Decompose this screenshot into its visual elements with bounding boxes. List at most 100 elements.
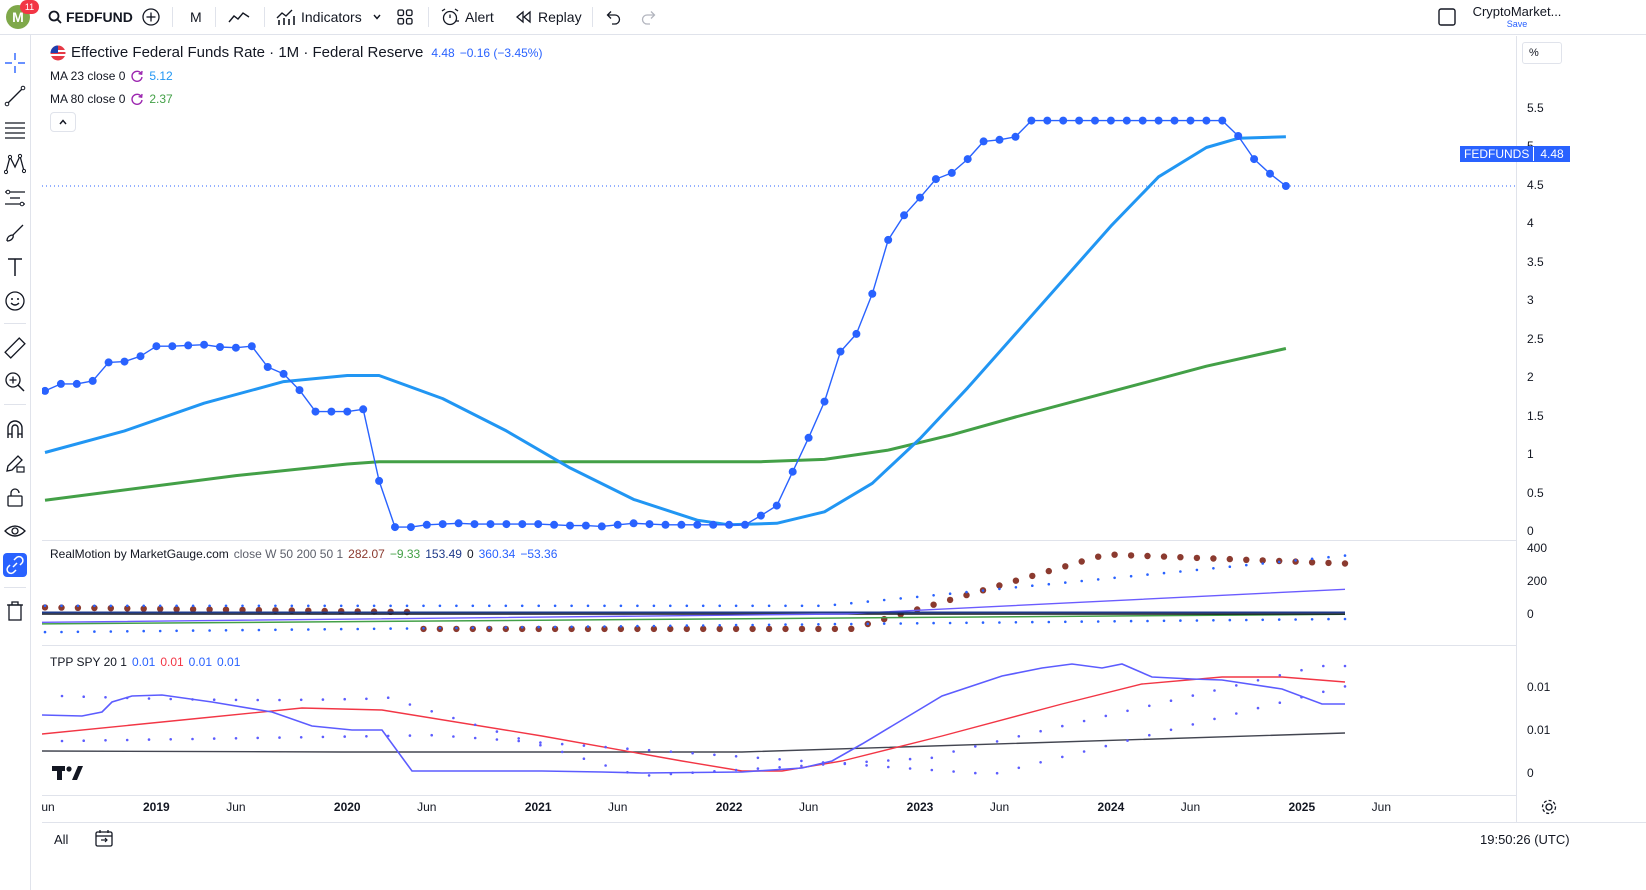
rm-band-dot <box>586 604 590 608</box>
series-change-value: −0.16 (−3.45%) <box>459 45 543 60</box>
tpp-band-dot <box>321 735 325 739</box>
lock-drawings-tool[interactable] <box>3 485 27 509</box>
fedfunds-point <box>136 352 145 361</box>
main-series-legend[interactable]: Effective Federal Funds Rate · 1M · Fede… <box>50 44 542 61</box>
rm-dot <box>996 582 1003 589</box>
rm-band-dot <box>553 625 557 629</box>
alert-button[interactable]: Alert <box>440 0 494 34</box>
tpp-band-dot <box>365 735 368 738</box>
range-all-button[interactable]: All <box>54 832 68 847</box>
brush-tool[interactable] <box>3 221 27 245</box>
symbol-search-button[interactable]: FEDFUND <box>48 0 133 34</box>
emoji-tool[interactable] <box>3 289 27 313</box>
rm-band-dot <box>488 626 491 629</box>
tpp-band-dot <box>713 753 716 757</box>
fedfunds-point <box>56 379 65 388</box>
tpp-band-dot <box>473 736 477 740</box>
rm-dot <box>157 605 164 613</box>
layout-button[interactable] <box>396 0 414 34</box>
go-to-date-button[interactable] <box>94 829 114 852</box>
rm-value-3: 153.49 <box>425 547 462 561</box>
crosshair-tool[interactable] <box>3 51 27 75</box>
collapse-legend-button[interactable] <box>50 112 76 132</box>
rm-band-dot <box>422 627 425 630</box>
toolbar-divider <box>4 587 26 588</box>
chart-type-button[interactable] <box>228 0 250 34</box>
rm-band-dot <box>1212 619 1215 622</box>
rm-dot <box>140 605 147 612</box>
rm-band-dot <box>405 627 409 630</box>
compare-symbol-button[interactable] <box>141 0 161 34</box>
fedfunds-point <box>725 520 734 529</box>
forecasting-tool[interactable] <box>3 186 27 210</box>
redo-button[interactable] <box>640 0 658 34</box>
realmotion-legend[interactable]: RealMotion by MarketGauge.com close W 50… <box>50 547 557 561</box>
ma80-legend[interactable]: MA 80 close 0 2.37 <box>50 92 173 106</box>
rm-band-dot <box>882 598 886 602</box>
pattern-tool[interactable] <box>3 152 27 176</box>
layout-select-checkbox[interactable] <box>1437 0 1457 34</box>
zoom-in-icon <box>5 372 25 392</box>
tpp-band-dot <box>713 770 716 773</box>
rm-band-dot <box>323 628 327 631</box>
fedfunds-point <box>884 235 893 244</box>
rm-band-dot <box>372 627 376 631</box>
zoom-in-tool[interactable] <box>3 370 27 394</box>
sync-drawings-tool[interactable] <box>3 553 27 577</box>
tpp-band-dot <box>1169 728 1173 732</box>
rm-band-dot <box>603 625 606 628</box>
rm-dot <box>189 606 197 613</box>
tpp-band-dot <box>1061 755 1064 759</box>
chart-canvas[interactable] <box>42 36 1516 822</box>
time-axis-settings-button[interactable] <box>1540 798 1558 821</box>
interval-button[interactable]: M <box>190 0 202 34</box>
trend-line-tool[interactable] <box>3 84 27 108</box>
replay-button[interactable]: Replay <box>515 0 582 34</box>
rm-dot <box>848 625 855 632</box>
rm-band-dot <box>109 630 113 633</box>
tpp-band-dot <box>212 698 216 701</box>
ruler-tool[interactable] <box>3 336 27 360</box>
tpp-band-dot <box>1322 690 1325 694</box>
tpp-legend[interactable]: TPP SPY 20 1 0.01 0.01 0.01 0.01 <box>50 655 240 669</box>
fedfunds-point <box>597 522 606 531</box>
magnet-mode-tool[interactable] <box>3 417 27 441</box>
tpp-value-3: 0.01 <box>188 655 213 669</box>
tpp-band-dot <box>1082 750 1086 753</box>
tpp-band-dot <box>82 739 85 742</box>
indicators-button[interactable]: Indicators <box>276 0 362 34</box>
search-icon <box>48 10 62 24</box>
stay-in-drawing-mode-tool[interactable] <box>3 451 27 475</box>
rm-band-dot <box>1294 618 1297 621</box>
fedfunds-point <box>168 342 177 351</box>
indicator-templates-button[interactable] <box>372 0 382 34</box>
rm-band-dot <box>1343 617 1347 621</box>
rm-band-dot <box>307 604 310 608</box>
rm-dot <box>74 604 82 611</box>
clock[interactable]: 19:50:26 (UTC) <box>1480 832 1570 847</box>
tpp-band-dot <box>82 695 85 698</box>
tpp-band-dot <box>1191 694 1195 697</box>
rm-band-dot <box>553 604 557 608</box>
tpp-band-dot <box>995 740 999 743</box>
ma23-legend[interactable]: MA 23 close 0 5.12 <box>50 69 173 83</box>
tradingview-logo[interactable] <box>52 764 84 787</box>
fedfunds-point <box>1011 132 1020 141</box>
text-tool[interactable] <box>3 255 27 279</box>
rm-dot <box>1325 559 1332 567</box>
rm-band-dot <box>965 621 968 625</box>
price-scale-unit-button[interactable]: % <box>1522 42 1562 64</box>
fedfunds-point <box>581 521 590 530</box>
fedfunds-point <box>1106 116 1115 125</box>
rm-dot <box>798 625 806 633</box>
fib-retracement-tool[interactable] <box>3 118 27 142</box>
pane-separator <box>42 645 1516 646</box>
tpp-band-dot <box>1039 761 1042 764</box>
tpp-band-dot <box>734 755 738 758</box>
rm-dot <box>1210 555 1217 562</box>
remove-drawings-tool[interactable] <box>3 599 27 623</box>
layout-name-button[interactable]: CryptoMarket... Save <box>1468 4 1566 29</box>
undo-button[interactable] <box>604 0 622 34</box>
hide-drawings-tool[interactable] <box>3 519 27 543</box>
